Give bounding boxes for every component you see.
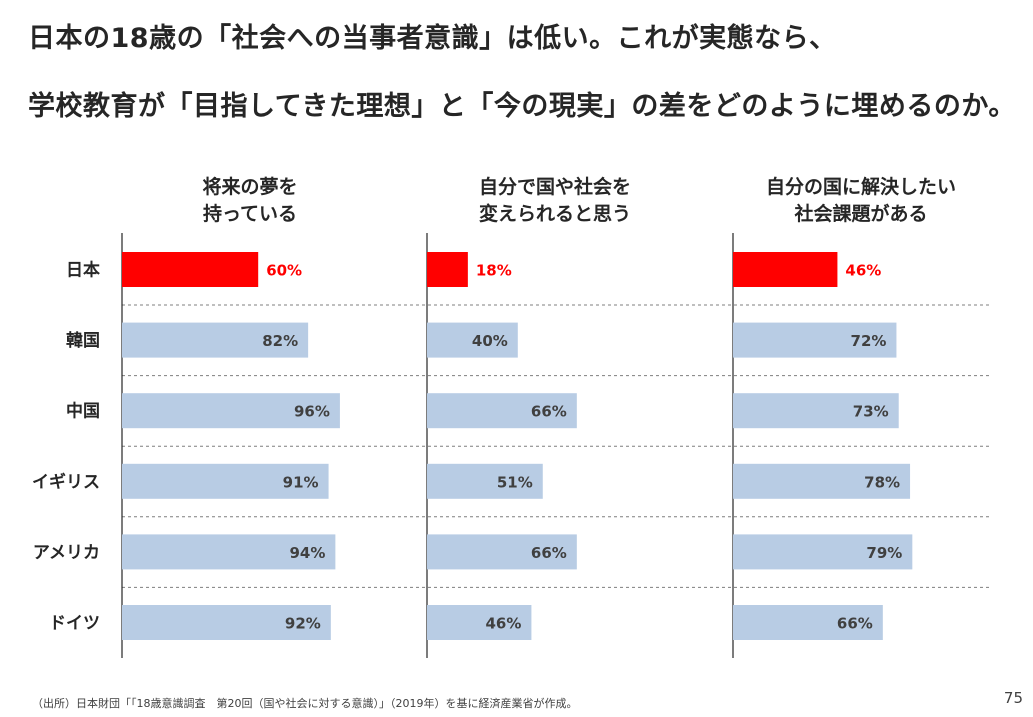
page-number: 75 [1003,689,1023,707]
bar [122,393,340,429]
bar [733,393,899,429]
bar [733,463,911,499]
data-label: 96% [294,403,330,421]
bar [427,252,468,287]
data-label: 40% [472,332,508,350]
bar [427,322,518,358]
data-label: 73% [853,403,889,421]
panel-title: 自分で国や社会を [479,175,631,198]
bar [122,463,329,499]
category-label: イギリス [32,472,100,492]
bar [427,463,543,499]
data-label: 79% [866,544,902,562]
data-label: 46% [845,262,881,280]
category-label: アメリカ [33,543,100,563]
panel-title: 変えられると思う [479,202,631,225]
bar [733,252,838,287]
bar [122,605,331,640]
panel-title: 持っている [203,202,297,225]
headline-line-2: 学校教育が「目指してきた理想」と「今の現実」の差をどのように埋めるのか。 [28,91,1016,122]
category-label: ドイツ [49,614,100,634]
data-label: 66% [837,615,873,633]
data-label: 51% [497,473,533,491]
data-label: 60% [266,262,302,280]
bar [427,393,577,429]
category-label: 韓国 [66,330,100,351]
bar [733,534,913,570]
bar [427,534,577,570]
bar [122,322,309,358]
data-label: 91% [283,473,319,491]
data-label: 82% [262,332,298,350]
data-label: 66% [531,544,567,562]
data-label: 46% [486,615,522,633]
data-label: 78% [864,473,900,491]
data-label: 18% [476,262,512,280]
data-label: 92% [285,615,321,633]
category-label: 日本 [66,260,100,281]
bar [733,322,897,358]
bar [122,252,259,287]
bar [733,605,883,640]
bar [122,534,336,570]
headline-line-1: 日本の18歳の「社会への当事者意識」は低い。これが実態なら、 [28,23,837,54]
data-label: 72% [851,332,887,350]
bar [427,605,532,640]
data-label: 94% [289,544,325,562]
panel-title: 自分の国に解決したい [766,175,956,198]
panel-title: 将来の夢を [202,175,297,198]
panel-title: 社会課題がある [793,202,927,225]
source-note: （出所）日本財団「「18歳意識調査 第20回（国や社会に対する意識）」（2019… [32,697,578,710]
category-label: 中国 [66,401,100,422]
data-label: 66% [531,403,567,421]
